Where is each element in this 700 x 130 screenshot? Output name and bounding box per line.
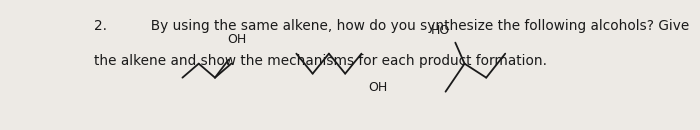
Text: HO: HO bbox=[430, 24, 450, 37]
Text: OH: OH bbox=[228, 33, 246, 46]
Text: OH: OH bbox=[368, 81, 388, 94]
Text: the alkene and show the mechanisms for each product formation.: the alkene and show the mechanisms for e… bbox=[94, 54, 547, 68]
Text: 2.          By using the same alkene, how do you synthesize the following alcoho: 2. By using the same alkene, how do you … bbox=[94, 19, 690, 33]
